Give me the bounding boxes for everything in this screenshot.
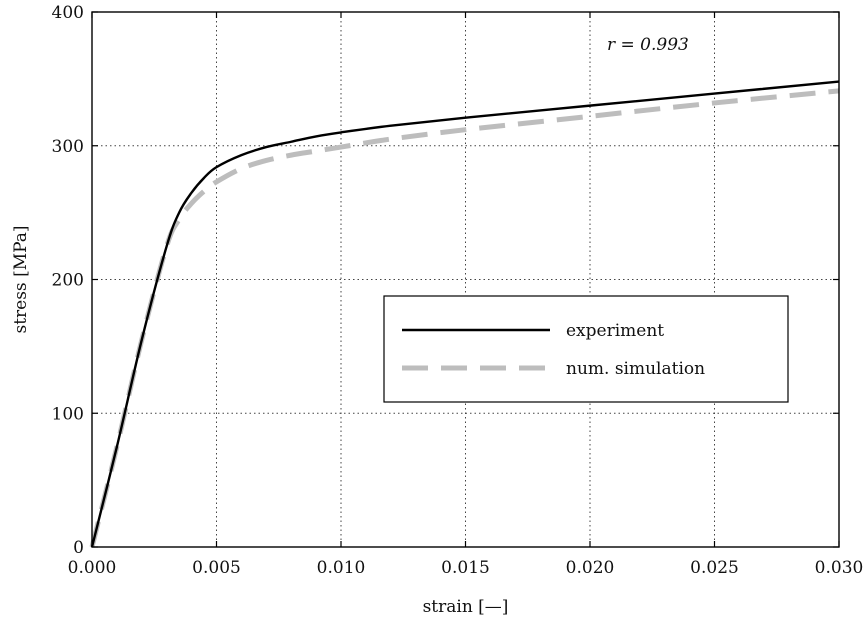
x-tick-label: 0.010 bbox=[317, 558, 366, 578]
y-tick-label: 0 bbox=[73, 538, 84, 558]
legend-label-num-simulation: num. simulation bbox=[566, 359, 705, 379]
grid-layer bbox=[92, 12, 839, 547]
y-axis-label: stress [MPa] bbox=[11, 225, 31, 333]
legend: experiment num. simulation bbox=[383, 295, 789, 403]
x-tick-label: 0.015 bbox=[441, 558, 490, 578]
x-tick-label: 0.005 bbox=[192, 558, 241, 578]
x-tick-label: 0.025 bbox=[690, 558, 739, 578]
x-tick-label: 0.020 bbox=[566, 558, 615, 578]
tick-layer: 0.000 0.005 0.010 0.015 0.020 0.025 0.030 0 100 2… bbox=[52, 3, 864, 578]
y-tick-label: 200 bbox=[52, 271, 84, 291]
series-layer bbox=[89, 80, 840, 548]
x-tick-label: 0.000 bbox=[68, 558, 117, 578]
x-tick-label: 0.030 bbox=[815, 558, 864, 578]
y-tick-label: 400 bbox=[52, 3, 84, 23]
legend-label-experiment: experiment bbox=[566, 321, 664, 341]
y-tick-label: 100 bbox=[52, 404, 84, 424]
correlation-annotation: r = 0.993 bbox=[607, 35, 689, 55]
series-line-experiment bbox=[90, 80, 840, 548]
series-line-num-simulation bbox=[89, 88, 840, 548]
y-tick-label: 300 bbox=[52, 137, 84, 157]
x-axis-label: strain [—] bbox=[423, 597, 509, 617]
legend-box bbox=[383, 295, 789, 403]
